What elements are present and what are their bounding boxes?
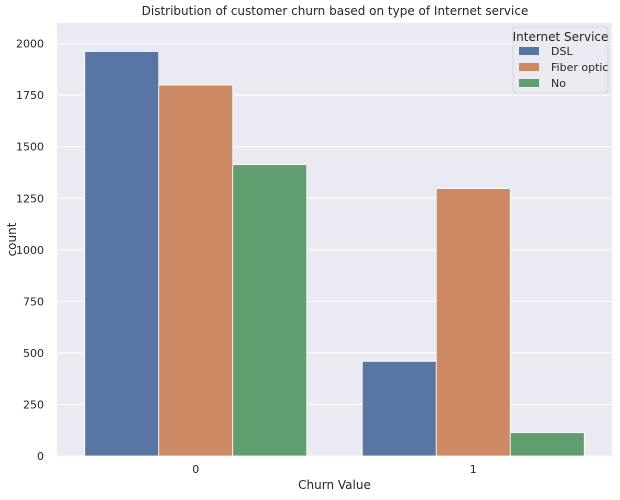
legend-frame [512,26,609,94]
y-tick-label: 2000 [16,38,44,51]
chart-title: Distribution of customer churn based on … [142,4,529,18]
legend-swatch [519,47,539,55]
x-tick-label: 1 [470,463,477,476]
legend-label: No [551,77,566,90]
bars [84,51,585,457]
bar-dsl-1 [361,360,437,457]
bar-no-1 [509,432,585,457]
x-tick-label: 0 [192,463,199,476]
y-tick-label: 500 [23,347,44,360]
legend-items: DSL Fiber optic No [519,45,608,90]
legend-label: DSL [551,45,573,58]
y-tick-labels: 0 250 500 750 1000 1250 1500 1750 2000 [16,38,44,463]
legend-swatch [519,63,539,71]
bar-fiber-optic-0 [158,84,234,457]
legend: Internet Service DSL Fiber optic No [512,26,609,94]
legend-swatch [519,79,539,87]
y-tick-label: 250 [23,398,44,411]
bar-fiber-optic-1 [435,188,511,457]
y-tick-label: 1500 [16,141,44,154]
bar-no-0 [232,164,308,457]
bar-dsl-0 [84,51,160,457]
legend-title: Internet Service [513,30,609,44]
y-axis-label: count [5,222,19,256]
y-tick-label: 1750 [16,89,44,102]
y-tick-label: 1250 [16,192,44,205]
y-tick-label: 1000 [16,244,44,257]
y-tick-label: 750 [23,295,44,308]
y-tick-label: 0 [37,450,44,463]
x-axis-label: Churn Value [298,478,371,492]
legend-label: Fiber optic [551,61,608,74]
